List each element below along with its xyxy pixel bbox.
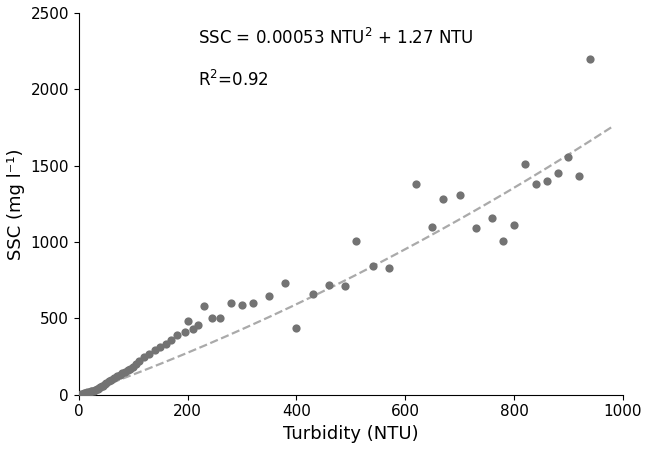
Point	[280, 280, 291, 287]
Point	[367, 263, 378, 270]
Point	[112, 373, 122, 380]
X-axis label: Turbidity (NTU): Turbidity (NTU)	[283, 425, 419, 443]
Point	[471, 225, 481, 232]
Point	[182, 318, 193, 325]
Point	[128, 364, 138, 371]
Point	[541, 177, 552, 184]
Point	[291, 324, 302, 331]
Point	[92, 386, 102, 393]
Point	[86, 388, 96, 395]
Point	[324, 281, 334, 288]
Point	[139, 353, 149, 360]
Point	[384, 265, 394, 272]
Point	[171, 332, 182, 339]
Y-axis label: SSC (mg l⁻¹): SSC (mg l⁻¹)	[7, 148, 25, 260]
Point	[109, 374, 119, 382]
Point	[120, 368, 130, 375]
Point	[82, 389, 92, 396]
Point	[144, 350, 154, 357]
Point	[80, 389, 90, 396]
Point	[308, 290, 318, 297]
Point	[84, 388, 95, 395]
Point	[78, 390, 88, 397]
Point	[563, 153, 574, 160]
Point	[188, 325, 198, 333]
Point	[574, 173, 585, 180]
Point	[248, 300, 258, 307]
Point	[114, 371, 125, 378]
Point	[89, 387, 99, 394]
Point	[438, 196, 448, 203]
Point	[100, 381, 110, 388]
Point	[207, 315, 217, 322]
Point	[427, 223, 437, 230]
Point	[87, 387, 97, 395]
Point	[520, 161, 530, 168]
Text: SSC = 0.00053 NTU$\mathregular{^2}$ + 1.27 NTU: SSC = 0.00053 NTU$\mathregular{^2}$ + 1.…	[199, 28, 474, 48]
Point	[83, 388, 93, 396]
Point	[155, 344, 165, 351]
Point	[93, 385, 103, 392]
Point	[134, 358, 144, 365]
Point	[454, 191, 465, 198]
Point	[585, 55, 595, 63]
Point	[509, 222, 519, 229]
Point	[123, 367, 133, 374]
Point	[90, 387, 100, 394]
Point	[226, 300, 236, 307]
Point	[351, 237, 361, 244]
Point	[98, 382, 108, 389]
Text: R$\mathregular{^2}$=0.92: R$\mathregular{^2}$=0.92	[199, 70, 269, 90]
Point	[340, 283, 350, 290]
Point	[130, 360, 141, 368]
Point	[103, 378, 114, 385]
Point	[215, 315, 225, 322]
Point	[237, 301, 247, 308]
Point	[487, 214, 497, 221]
Point	[531, 180, 541, 188]
Point	[411, 180, 421, 188]
Point	[125, 365, 136, 373]
Point	[160, 341, 171, 348]
Point	[95, 383, 106, 391]
Point	[76, 391, 86, 398]
Point	[193, 321, 204, 328]
Point	[150, 347, 160, 354]
Point	[180, 328, 190, 336]
Point	[94, 384, 104, 392]
Point	[199, 302, 209, 310]
Point	[106, 376, 117, 383]
Point	[264, 292, 275, 299]
Point	[498, 237, 508, 244]
Point	[101, 379, 111, 386]
Point	[552, 170, 563, 177]
Point	[166, 336, 177, 343]
Point	[117, 370, 127, 377]
Point	[97, 383, 107, 390]
Point	[79, 390, 90, 397]
